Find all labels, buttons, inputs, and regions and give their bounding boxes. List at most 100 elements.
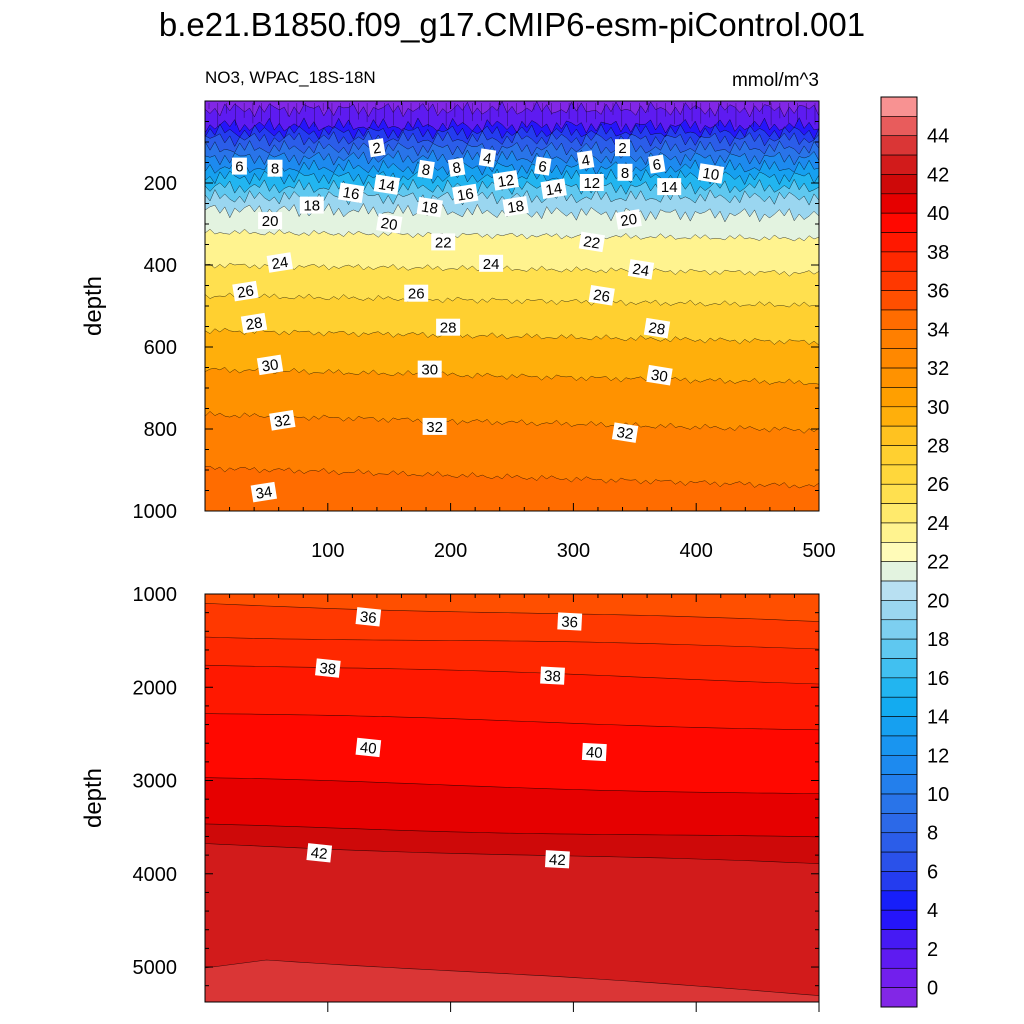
contour-label-box bbox=[422, 417, 447, 435]
contour-label-box bbox=[697, 163, 725, 184]
contour-label-text: 24 bbox=[270, 254, 289, 273]
top-ytick-label: 1000 bbox=[133, 501, 178, 523]
contour-label-text: 22 bbox=[582, 233, 601, 252]
colorbar-box bbox=[880, 716, 918, 737]
contour-label-text: 28 bbox=[245, 314, 264, 333]
contour-label-text: 40 bbox=[585, 744, 603, 762]
contour-label-text: 32 bbox=[273, 412, 292, 431]
bottom-contour-label: 40 bbox=[581, 742, 607, 762]
colorbar-box bbox=[880, 561, 918, 582]
contour-label-text: 32 bbox=[615, 424, 634, 443]
bottom-contour-label: 42 bbox=[544, 850, 570, 869]
top-contour-line bbox=[205, 130, 819, 148]
colorbar-tick-label: 0 bbox=[927, 978, 938, 1000]
contour-label-text: 12 bbox=[496, 172, 515, 191]
top-contour-line bbox=[205, 292, 819, 308]
top-contour-label: 26 bbox=[404, 284, 429, 303]
colorbar-box bbox=[880, 813, 918, 834]
colorbar-box bbox=[880, 174, 918, 195]
contour-label-text: 38 bbox=[319, 660, 337, 679]
contour-label-text: 30 bbox=[650, 366, 669, 385]
contour-label-box bbox=[258, 212, 283, 230]
colorbar-box bbox=[880, 871, 918, 892]
top-contour-label: 20 bbox=[376, 213, 403, 234]
contour-label-box bbox=[267, 159, 283, 177]
top-contour-label: 22 bbox=[431, 233, 456, 251]
bottom-panel-contour-labels: 36 36 38 38 40 40 42 42 bbox=[306, 607, 607, 869]
colorbar-box bbox=[880, 116, 918, 137]
colorbar-box bbox=[880, 677, 918, 698]
top-contour-label: 28 bbox=[240, 312, 268, 334]
top-panel-contour-fills bbox=[205, 101, 819, 511]
top-contour-label: 10 bbox=[697, 163, 725, 184]
colorbar-tick-label: 34 bbox=[927, 319, 949, 341]
colorbar-tick-label: 26 bbox=[927, 474, 949, 496]
colorbar-tick-label: 32 bbox=[927, 358, 949, 380]
bottom-contour-line bbox=[205, 636, 819, 650]
top-contour-line bbox=[205, 262, 819, 277]
colorbar-box bbox=[880, 232, 918, 253]
colorbar-tick-label: 4 bbox=[927, 900, 938, 922]
bottom-contour-label: 40 bbox=[355, 737, 382, 758]
top-contour-label: 28 bbox=[643, 317, 671, 339]
top-panel-subtitle: NO3, WPAC_18S-18N bbox=[205, 68, 376, 87]
top-contour-line bbox=[205, 411, 819, 434]
top-contour-label: 12 bbox=[579, 174, 604, 192]
bottom-panel-frame bbox=[204, 593, 820, 1003]
colorbar-box bbox=[880, 503, 918, 524]
top-contour-label: 18 bbox=[502, 196, 529, 217]
contour-label-text: 26 bbox=[236, 282, 255, 301]
top-contour-label: 4 bbox=[478, 148, 497, 168]
top-contour-label: 30 bbox=[256, 354, 284, 376]
contour-label-text: 8 bbox=[271, 161, 279, 178]
contour-label-box bbox=[447, 157, 466, 177]
top-ytick-label: 800 bbox=[144, 419, 177, 441]
contour-label-text: 2 bbox=[372, 140, 383, 158]
colorbar-tick-label: 8 bbox=[927, 823, 938, 845]
contour-label-text: 8 bbox=[451, 159, 462, 177]
contour-label-text: 10 bbox=[701, 165, 720, 184]
colorbar-tick-label: 36 bbox=[927, 281, 949, 303]
top-contour-label: 22 bbox=[578, 231, 606, 253]
contour-label-text: 16 bbox=[456, 185, 475, 204]
contour-label-text: 18 bbox=[506, 198, 525, 217]
top-contour-label: 14 bbox=[657, 178, 682, 196]
colorbar-tick-label: 20 bbox=[927, 590, 949, 612]
contour-label-box bbox=[306, 843, 333, 863]
contour-label-text: 14 bbox=[377, 176, 396, 195]
top-contour-label: 24 bbox=[627, 259, 655, 280]
top-contour-label: 8 bbox=[617, 163, 633, 182]
colorbar: 0246810121416182022242628303234363840424… bbox=[880, 96, 949, 1008]
contour-label-box bbox=[611, 422, 639, 443]
colorbar-box bbox=[880, 851, 918, 872]
contour-label-text: 20 bbox=[380, 215, 399, 234]
contour-label-text: 26 bbox=[592, 287, 611, 306]
top-contour-line bbox=[205, 101, 819, 118]
top-contour-label: 32 bbox=[422, 417, 447, 436]
contour-label-text: 30 bbox=[421, 362, 438, 379]
bottom-panel-axes: 1000 2000 3000 4000 5000 bbox=[133, 584, 820, 1012]
contour-label-box bbox=[502, 196, 529, 217]
colorbar-box bbox=[880, 909, 918, 930]
colorbar-tick-label: 6 bbox=[927, 861, 938, 883]
contour-label-box bbox=[576, 150, 595, 170]
contour-label-box bbox=[299, 196, 324, 214]
colorbar-tick-label: 12 bbox=[927, 745, 949, 767]
contour-label-box bbox=[431, 233, 456, 251]
top-xtick-label: 200 bbox=[434, 540, 467, 562]
colorbar-box bbox=[880, 929, 918, 950]
top-xtick-label: 500 bbox=[802, 540, 835, 562]
contour-label-box bbox=[404, 284, 429, 302]
contour-label-text: 28 bbox=[647, 319, 666, 338]
bottom-ytick-label: 3000 bbox=[133, 771, 178, 793]
contour-label-text: 38 bbox=[544, 668, 562, 686]
colorbar-tick-label: 30 bbox=[927, 397, 949, 419]
contour-label-text: 28 bbox=[440, 320, 457, 337]
contour-label-box bbox=[373, 174, 400, 195]
colorbar-tick-label: 24 bbox=[927, 513, 949, 535]
colorbar-tick-label: 28 bbox=[927, 436, 949, 458]
top-contour-line bbox=[205, 123, 819, 141]
contour-label-text: 12 bbox=[583, 175, 600, 192]
colorbar-box bbox=[880, 619, 918, 640]
contour-label-box bbox=[617, 163, 633, 181]
